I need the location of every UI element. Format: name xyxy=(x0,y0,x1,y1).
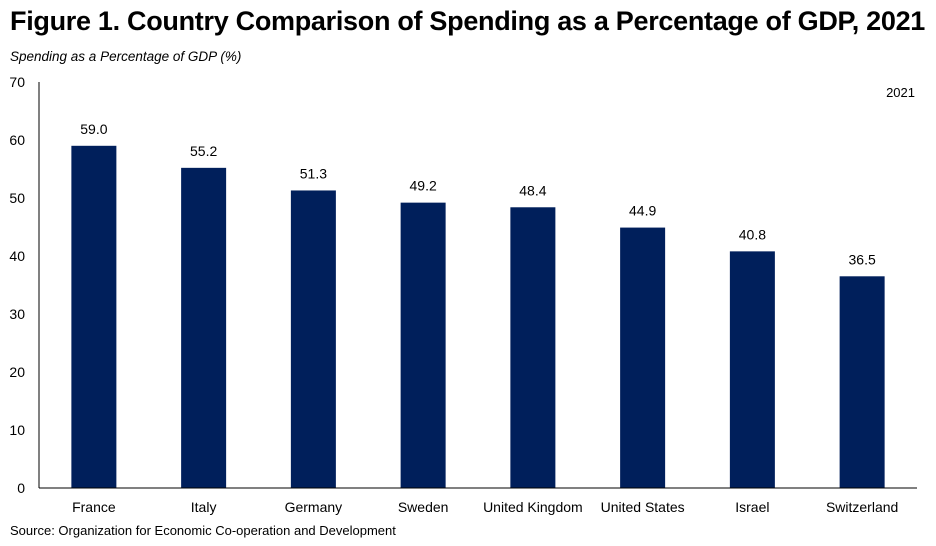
bar xyxy=(839,276,885,488)
x-category-label: Switzerland xyxy=(826,499,898,515)
data-label: 59.0 xyxy=(80,121,107,137)
x-category-label: United Kingdom xyxy=(483,499,583,515)
bar xyxy=(729,251,775,488)
data-label: 51.3 xyxy=(300,165,327,181)
bar xyxy=(290,190,336,488)
year-annotation: 2021 xyxy=(886,85,915,100)
y-tick-label: 50 xyxy=(9,190,25,206)
x-category-label: Germany xyxy=(285,499,343,515)
x-category-label: France xyxy=(72,499,116,515)
y-axis-ticks: 0 10 20 30 40 50 60 70 xyxy=(9,74,25,496)
data-label: 48.4 xyxy=(519,182,546,198)
bar xyxy=(71,145,117,489)
data-label: 44.9 xyxy=(629,203,656,219)
x-category-label: Israel xyxy=(735,499,769,515)
bar xyxy=(181,167,227,488)
y-tick-label: 60 xyxy=(9,132,25,148)
chart-subtitle: Spending as a Percentage of GDP (%) xyxy=(10,49,242,64)
bar xyxy=(510,207,556,488)
chart-title: Figure 1. Country Comparison of Spending… xyxy=(10,6,926,36)
source-note: Source: Organization for Economic Co-ope… xyxy=(10,523,396,538)
y-tick-label: 40 xyxy=(9,248,25,264)
x-category-label: United States xyxy=(601,499,685,515)
data-label: 55.2 xyxy=(190,143,217,159)
data-label: 40.8 xyxy=(739,226,766,242)
y-tick-label: 70 xyxy=(9,74,25,90)
data-label: 49.2 xyxy=(410,178,437,194)
bar xyxy=(620,227,666,488)
data-labels: 59.0 55.2 51.3 49.2 48.4 44.9 40.8 36.5 xyxy=(80,121,876,267)
y-tick-label: 10 xyxy=(9,422,25,438)
bars xyxy=(71,145,885,489)
data-label: 36.5 xyxy=(849,251,876,267)
bar xyxy=(400,202,446,488)
y-tick-label: 30 xyxy=(9,306,25,322)
x-axis-labels: France Italy Germany Sweden United Kingdom Un… xyxy=(72,499,898,515)
x-category-label: Italy xyxy=(191,499,217,515)
y-tick-label: 20 xyxy=(9,364,25,380)
x-category-label: Sweden xyxy=(398,499,449,515)
y-tick-label: 0 xyxy=(17,480,25,496)
